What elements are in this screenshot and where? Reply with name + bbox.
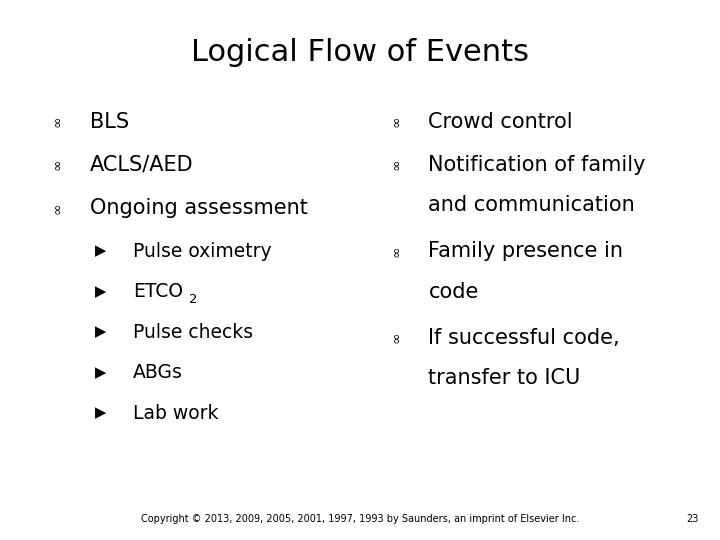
Text: ABGs: ABGs bbox=[133, 363, 183, 382]
Text: ▶: ▶ bbox=[95, 406, 107, 421]
Text: ▶: ▶ bbox=[95, 365, 107, 380]
Text: ▶: ▶ bbox=[95, 325, 107, 340]
Text: Copyright © 2013, 2009, 2005, 2001, 1997, 1993 by Saunders, an imprint of Elsevi: Copyright © 2013, 2009, 2005, 2001, 1997… bbox=[141, 514, 579, 524]
Text: Logical Flow of Events: Logical Flow of Events bbox=[191, 38, 529, 67]
Text: Pulse checks: Pulse checks bbox=[133, 322, 253, 342]
Text: If successful code,: If successful code, bbox=[428, 327, 620, 348]
Text: Pulse oximetry: Pulse oximetry bbox=[133, 241, 272, 261]
Text: and communication: and communication bbox=[428, 195, 635, 215]
Text: ▶: ▶ bbox=[95, 244, 107, 259]
Text: ∞: ∞ bbox=[389, 116, 403, 127]
Text: transfer to ICU: transfer to ICU bbox=[428, 368, 581, 388]
Text: ∞: ∞ bbox=[50, 116, 65, 127]
Text: ∞: ∞ bbox=[389, 245, 403, 257]
Text: ∞: ∞ bbox=[389, 332, 403, 343]
Text: ACLS/AED: ACLS/AED bbox=[90, 154, 194, 175]
Text: Crowd control: Crowd control bbox=[428, 111, 573, 132]
Text: Lab work: Lab work bbox=[133, 403, 219, 423]
Text: ▶: ▶ bbox=[95, 284, 107, 299]
Text: BLS: BLS bbox=[90, 111, 129, 132]
Text: Family presence in: Family presence in bbox=[428, 241, 624, 261]
Text: Notification of family: Notification of family bbox=[428, 154, 646, 175]
Text: 2: 2 bbox=[189, 293, 197, 306]
Text: Ongoing assessment: Ongoing assessment bbox=[90, 198, 308, 218]
Text: code: code bbox=[428, 281, 479, 302]
Text: ∞: ∞ bbox=[389, 159, 403, 171]
Text: ∞: ∞ bbox=[50, 202, 65, 214]
Text: ETCO: ETCO bbox=[133, 282, 183, 301]
Text: ∞: ∞ bbox=[50, 159, 65, 171]
Text: 23: 23 bbox=[686, 514, 698, 524]
